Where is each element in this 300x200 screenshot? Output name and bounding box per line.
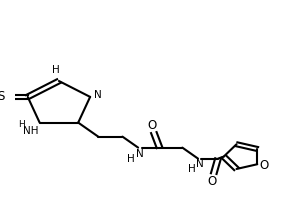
Text: N: N (94, 90, 102, 100)
Text: H: H (127, 154, 135, 164)
Text: S: S (0, 90, 5, 103)
Text: O: O (208, 175, 217, 188)
Text: H: H (52, 65, 60, 75)
Text: H: H (18, 120, 25, 129)
Text: O: O (148, 119, 157, 132)
Text: O: O (259, 159, 268, 172)
Text: NH: NH (23, 126, 39, 136)
Text: H: H (188, 164, 196, 174)
Text: N: N (136, 149, 143, 159)
Text: N: N (196, 159, 203, 169)
